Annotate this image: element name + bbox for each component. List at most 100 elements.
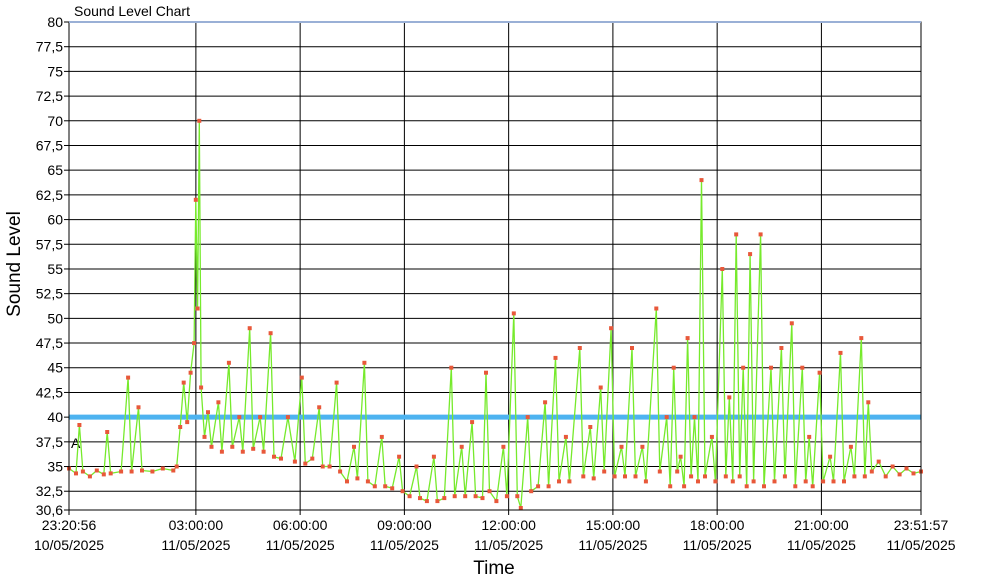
data-point <box>838 350 843 355</box>
data-point <box>744 484 749 489</box>
x-tick-time: 18:00:00 <box>690 517 745 533</box>
data-point <box>713 479 718 484</box>
data-point <box>511 311 516 316</box>
series-layer <box>68 120 922 509</box>
data-point <box>772 479 777 484</box>
data-point <box>602 469 607 474</box>
data-point <box>821 479 826 484</box>
data-point <box>400 489 405 494</box>
data-point <box>240 449 245 454</box>
x-tick-date: 11/05/2025 <box>886 537 955 553</box>
data-point <box>883 474 888 479</box>
data-point <box>737 474 742 479</box>
data-point <box>174 464 179 469</box>
data-point <box>178 425 183 429</box>
data-point <box>789 321 794 326</box>
data-point <box>101 472 106 477</box>
data-point <box>678 454 683 459</box>
y-tick-label: 77,5 <box>36 39 63 55</box>
y-tick-label: 40 <box>47 409 63 425</box>
data-point <box>397 454 402 459</box>
data-point <box>87 474 92 479</box>
data-point <box>817 370 822 375</box>
data-point <box>563 434 568 439</box>
data-point <box>709 434 714 439</box>
data-point <box>452 494 457 499</box>
data-point <box>345 479 349 484</box>
data-point <box>237 415 242 420</box>
y-tick-label: 42,5 <box>36 384 63 400</box>
data-point <box>536 484 541 489</box>
data-point <box>689 474 694 479</box>
data-point <box>897 472 902 477</box>
data-point <box>619 444 624 449</box>
data-point <box>869 469 874 474</box>
data-point <box>859 336 864 341</box>
data-point <box>160 466 165 471</box>
data-point <box>577 346 582 350</box>
data-point <box>640 444 645 449</box>
y-tick-label: 72,5 <box>36 88 63 104</box>
data-point <box>327 464 332 469</box>
y-tick-label: 30,6 <box>36 502 63 518</box>
data-point <box>720 267 725 271</box>
data-point <box>904 466 909 471</box>
data-point <box>866 400 871 405</box>
x-tick-time: 06:00:00 <box>273 517 328 533</box>
data-point <box>525 415 530 420</box>
data-point <box>588 425 593 429</box>
data-point <box>171 468 176 473</box>
data-point <box>272 454 276 459</box>
data-point <box>671 365 676 370</box>
data-point <box>654 306 659 311</box>
y-tick-label: 35 <box>47 459 63 475</box>
x-tick-time: 23:20:56 <box>42 517 97 533</box>
data-point <box>219 449 224 454</box>
x-tick-time: 15:00:00 <box>586 517 641 533</box>
data-point <box>911 471 916 476</box>
data-point <box>623 474 627 479</box>
data-point <box>730 479 735 484</box>
data-point <box>779 346 784 350</box>
data-point <box>800 365 805 370</box>
y-tick-label: 75 <box>47 63 63 79</box>
data-point <box>890 464 895 469</box>
data-point <box>675 469 680 474</box>
data-point <box>591 476 596 481</box>
data-point <box>723 474 728 479</box>
data-point <box>202 434 207 439</box>
x-tick-time: 23:51:57 <box>894 517 949 533</box>
data-point <box>442 496 447 501</box>
data-point <box>692 415 697 420</box>
data-point <box>696 479 700 484</box>
data-point <box>136 405 141 410</box>
data-point <box>247 326 252 331</box>
data-point <box>390 486 395 491</box>
data-point <box>226 360 231 365</box>
data-point <box>414 464 419 469</box>
data-point <box>365 479 370 484</box>
data-point <box>848 444 853 449</box>
data-point <box>501 444 506 449</box>
data-point <box>567 479 572 484</box>
data-point <box>487 489 492 494</box>
tick-labels: 30,6 32,5 35 37,5 40 42,5 45 47,5 50 52,5 55 57,5 60… <box>34 14 956 553</box>
y-tick-label: 47,5 <box>36 335 63 351</box>
data-point <box>748 252 753 257</box>
data-point <box>77 423 82 427</box>
data-point <box>320 464 325 469</box>
data-point <box>192 341 197 346</box>
y-tick-label: 70 <box>47 113 63 129</box>
data-point <box>94 468 99 473</box>
data-point <box>828 454 833 459</box>
data-point <box>279 456 283 461</box>
y-tick-label: 45 <box>47 360 63 376</box>
data-point <box>188 370 193 375</box>
data-point <box>751 479 756 484</box>
data-point <box>807 434 812 439</box>
data-point <box>126 375 131 380</box>
data-point <box>310 456 315 461</box>
data-point <box>129 469 134 474</box>
data-point <box>303 461 308 466</box>
